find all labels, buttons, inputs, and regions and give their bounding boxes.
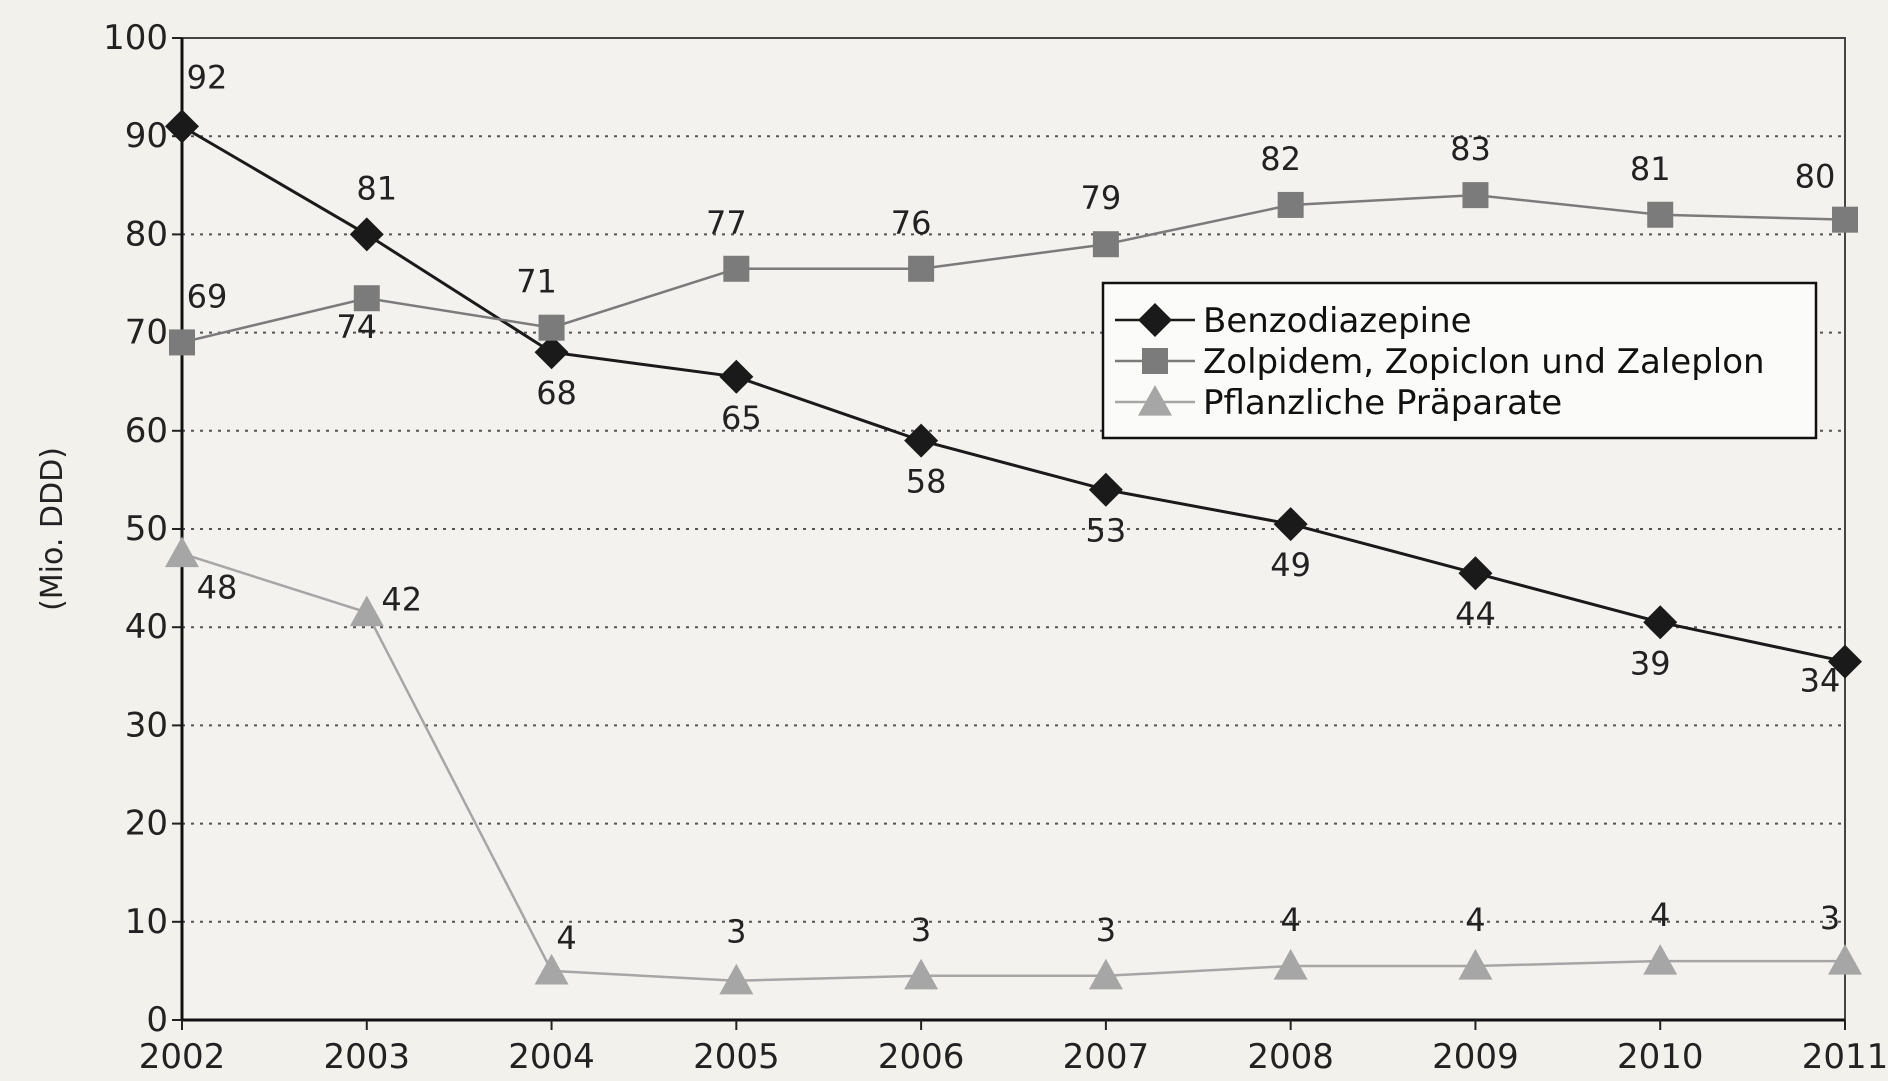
data-label: 34 — [1800, 662, 1841, 700]
data-label: 92 — [187, 58, 228, 96]
data-point — [538, 314, 565, 341]
y-tick-label: 30 — [125, 705, 168, 745]
legend-entry: Pflanzliche Präparate — [1203, 383, 1562, 423]
data-label: 69 — [187, 277, 228, 315]
plot-area — [181, 37, 1846, 1021]
x-tick-label: 2009 — [1432, 1037, 1519, 1077]
x-tick-label: 2011 — [1802, 1037, 1888, 1077]
data-label: 65 — [721, 399, 762, 437]
y-tick-label: 50 — [125, 509, 168, 549]
data-point — [723, 255, 750, 282]
data-label: 80 — [1795, 158, 1836, 196]
data-label: 74 — [336, 308, 377, 346]
data-point — [1643, 605, 1678, 640]
x-tick-label: 2005 — [693, 1037, 780, 1077]
x-tick-label: 2008 — [1247, 1037, 1334, 1077]
data-point — [908, 255, 935, 282]
x-tick-label: 2004 — [508, 1037, 595, 1077]
y-tick-label: 80 — [125, 214, 168, 254]
data-point — [1277, 191, 1304, 218]
data-label: 53 — [1086, 512, 1127, 550]
x-tick-label: 2007 — [1063, 1037, 1150, 1077]
data-point — [1088, 958, 1123, 990]
data-label: 4 — [1465, 901, 1485, 939]
data-point — [349, 595, 384, 627]
data-point — [1832, 206, 1858, 233]
data-label: 3 — [726, 913, 746, 951]
data-label: 81 — [1630, 150, 1671, 188]
data-point — [1828, 944, 1862, 975]
data-label: 39 — [1630, 644, 1671, 682]
data-point — [1458, 556, 1493, 591]
data-point — [904, 958, 939, 990]
data-label: 42 — [381, 580, 422, 618]
x-tick-label: 2010 — [1617, 1037, 1704, 1077]
data-label: 76 — [891, 204, 932, 242]
y-tick-label: 100 — [103, 18, 168, 58]
data-point — [534, 335, 569, 370]
data-label: 48 — [197, 569, 238, 607]
data-point — [1088, 472, 1123, 507]
data-point — [1458, 948, 1493, 980]
data-label: 3 — [1820, 899, 1840, 937]
data-point — [719, 963, 754, 995]
y-tick-label: 70 — [125, 313, 168, 353]
data-point — [904, 423, 939, 458]
data-label: 4 — [1280, 901, 1300, 939]
data-label: 68 — [536, 374, 577, 412]
data-point — [165, 109, 199, 144]
y-tick-label: 0 — [146, 1000, 168, 1040]
data-point — [1092, 231, 1119, 258]
legend-box — [1101, 281, 1818, 440]
series-line-2 — [181, 552, 1845, 982]
data-label: 83 — [1450, 130, 1491, 168]
data-point — [719, 359, 754, 394]
data-label: 81 — [356, 169, 397, 207]
data-point — [169, 329, 195, 356]
y-tick-label: 20 — [125, 804, 168, 844]
y-axis-title: (Mio. DDD) — [35, 447, 70, 611]
data-point — [353, 285, 380, 312]
legend-marker — [1138, 385, 1172, 416]
data-point — [1273, 507, 1308, 542]
legend-marker — [1142, 348, 1168, 374]
series-line-0 — [181, 125, 1846, 664]
data-point — [534, 953, 569, 985]
y-tick-label: 60 — [125, 411, 168, 451]
data-label: 4 — [1650, 896, 1670, 934]
data-label: 3 — [1096, 911, 1116, 949]
legend-entry: Zolpidem, Zopiclon und Zaleplon — [1203, 342, 1765, 382]
data-point — [1462, 182, 1489, 209]
series-line-1 — [181, 193, 1846, 344]
data-label: 3 — [911, 911, 931, 949]
data-point — [1647, 201, 1674, 228]
data-label: 49 — [1270, 546, 1311, 584]
data-point — [349, 217, 384, 252]
data-point — [1828, 644, 1862, 679]
data-label: 4 — [556, 919, 576, 957]
data-label: 77 — [706, 204, 747, 242]
y-tick-label: 90 — [125, 116, 168, 156]
y-tick-label: 40 — [125, 607, 168, 647]
data-label: 58 — [906, 463, 947, 501]
data-point — [165, 536, 199, 568]
legend-marker — [1138, 303, 1172, 337]
x-tick-label: 2002 — [139, 1037, 226, 1077]
data-point — [1643, 944, 1678, 975]
data-point — [1273, 948, 1308, 980]
x-tick-label: 2006 — [878, 1037, 965, 1077]
data-label: 79 — [1081, 179, 1122, 217]
legend-entry: Benzodiazepine — [1203, 301, 1472, 341]
x-tick-label: 2003 — [324, 1037, 411, 1077]
y-tick-label: 10 — [125, 902, 168, 942]
data-label: 71 — [516, 263, 557, 301]
data-label: 44 — [1455, 595, 1496, 633]
data-label: 82 — [1260, 140, 1301, 178]
